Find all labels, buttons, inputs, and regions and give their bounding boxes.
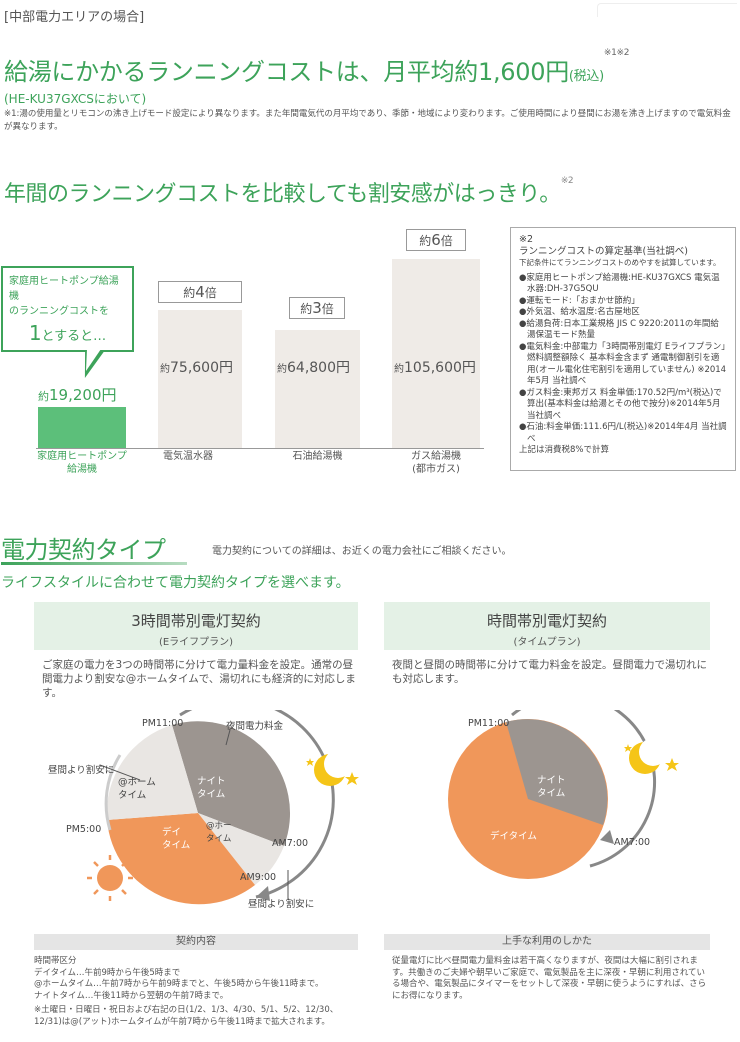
plan-section-subtitle: ライフスタイルに合わせて電力契約タイプを選べます。 xyxy=(1,575,350,591)
footnote-1: ※1:湯の使用量とリモコンの沸き上げモード設定により異なります。また年間電気代の… xyxy=(4,109,731,132)
corner-decoration xyxy=(597,3,737,17)
headline-text: 給湯にかかるランニングコストは、月平均約1,600円 xyxy=(4,58,569,86)
area-tag: [中部電力エリアの場合] xyxy=(4,10,145,25)
bar-gas xyxy=(392,259,480,448)
slice-home1-elife xyxy=(106,725,198,820)
label-cheaper-1: 昼間より割安に xyxy=(48,765,115,776)
plan-title-underline xyxy=(1,562,187,565)
plan-header-elife: 3時間帯別電灯契約 (Eライフプラン) xyxy=(34,602,358,650)
notebox-item: ●外気温、給水温度:名古屋地区 xyxy=(519,307,640,317)
label-cheaper-2: 昼間より割安に xyxy=(248,899,315,910)
usage-tips-bar: 上手な利用のしかた xyxy=(384,934,710,950)
bar-value-oil: 約64,800円 xyxy=(277,360,350,376)
contract-content-bar: 契約内容 xyxy=(34,934,358,950)
plan-section-title: 電力契約タイプ xyxy=(1,536,166,564)
headline: 給湯にかかるランニングコストは、月平均約1,600円(税込) ※1※2 xyxy=(4,48,630,87)
bar-label-electric: 電気温水器 xyxy=(163,451,213,462)
callout-line1: 家庭用ヒートポンプ給湯機 xyxy=(9,276,119,302)
slice-label-day-elife: デイ タイム xyxy=(162,827,191,851)
slice-label-day-time: デイタイム xyxy=(490,831,537,842)
bar-label-oil: 石油給湯機 xyxy=(292,451,343,462)
notebox-sub: 下記条件にてランニングコストのめやすを試算しています。 xyxy=(519,258,721,267)
notebox-ref: ※2 xyxy=(519,234,534,245)
bar-value-heatpump: 約19,200円 xyxy=(38,386,117,404)
label-am9-elife: AM9:00 xyxy=(240,872,277,883)
label-pm11-elife: PM11:00 xyxy=(142,718,184,729)
plan-header-time: 時間帯別電灯契約 (タイムプラン) xyxy=(384,602,710,650)
plan-section-note: 電力契約についての詳細は、お近くの電力会社にご相談ください。 xyxy=(212,546,512,557)
slice-label-night-time: ナイト タイム xyxy=(537,775,566,799)
notebox-item: ●電気料金:中部電力「3時間帯別電灯 Eライフプラン」燃料調整額除く 基本料金含… xyxy=(519,341,727,387)
callout-box: 家庭用ヒートポンプ給湯機 のランニングコストを 1とすると… xyxy=(1,266,134,352)
plan-time-desc: 夜間と昼間の時間帯に分けて電力料金を設定。昼間電力で湯切れにも対応します。 xyxy=(392,659,707,685)
notebox-title: ランニングコストの算定基準(当社調べ) xyxy=(519,245,688,257)
slice-label-night-elife: ナイト タイム xyxy=(197,776,226,800)
plan-time-title: 時間帯別電灯契約 xyxy=(486,612,607,630)
notebox-item: ●運転モード:「おまかせ節約」 xyxy=(519,295,640,306)
label-pm11-time: PM11:00 xyxy=(468,718,510,729)
bar-label-gas: ガス給湯機 (都市ガス) xyxy=(411,451,461,475)
plan-elife-desc: ご家庭の電力を3つの時間帯に分けて電力量料金を設定。通常の昼間電力より割安な@ホ… xyxy=(42,659,356,699)
notebox-footer: 上記は消費税8%で計算 xyxy=(519,445,609,455)
plan-elife-subtitle: (Eライフプラン) xyxy=(158,637,234,648)
label-night-rate: 夜間電力料金 xyxy=(226,721,284,732)
chart-baseline xyxy=(36,448,484,449)
headline-tax: (税込) xyxy=(568,69,604,84)
usage-tips-text: 従量電灯に比べ昼間電力量料金は若干高くなりますが、夜間は大幅に割引されます。共働… xyxy=(392,956,707,1001)
times-electric: 約4倍 xyxy=(158,281,242,303)
callout-rest: とすると… xyxy=(41,329,107,344)
slice-day-elife xyxy=(107,813,255,905)
contract-content-text: 時間帯区分 デイタイム…午前9時から午後5時まで @ホームタイム…午前7時から午… xyxy=(34,956,339,1027)
bar-label-heatpump: 家庭用ヒートポンプ 給湯機 xyxy=(37,451,127,475)
slice-label-home1-elife: @ホーム タイム xyxy=(118,777,156,801)
notebox-item: ●ガス料金:東邦ガス 料金単価:170.52円/m³(税込)で算出(基本料金は給… xyxy=(519,387,722,421)
notebox-list: ●家庭用ヒートポンプ給湯機:HE-KU37GXCS 電気温水器:DH-37G5Q… xyxy=(519,273,727,446)
notebox-item: ●家庭用ヒートポンプ給湯機:HE-KU37GXCS 電気温水器:DH-37G5Q… xyxy=(519,272,720,295)
headline-note-ref: ※1※2 xyxy=(603,48,630,58)
plan-time-subtitle: (タイムプラン) xyxy=(513,637,581,648)
bar-value-electric: 約75,600円 xyxy=(160,360,233,376)
bar-heatpump xyxy=(38,407,126,448)
callout-big: 1 xyxy=(28,321,42,345)
bar-value-gas: 約105,600円 xyxy=(394,360,476,376)
cost-basis-notebox: ※2 ランニングコストの算定基準(当社調べ) 下記条件にてランニングコストのめや… xyxy=(510,227,736,471)
slice-label-home2-elife: @ホー タイム xyxy=(206,821,232,844)
label-am7-time: AM7:00 xyxy=(614,837,651,848)
bar-electric xyxy=(158,310,242,448)
slice-home2-elife xyxy=(198,813,284,885)
times-oil: 約3倍 xyxy=(289,297,345,319)
model-note: (HE-KU37GXCSにおいて) xyxy=(4,92,147,106)
times-gas: 約6倍 xyxy=(406,229,466,251)
label-pm5-elife: PM5:00 xyxy=(66,824,102,835)
callout-line2: のランニングコストを xyxy=(9,306,109,317)
compare-note-ref: ※2 xyxy=(560,176,574,186)
notebox-item: ●石油:料金単価:111.6円/L(税込)※2014年4月 当社調べ xyxy=(519,422,727,444)
clock-time xyxy=(448,710,679,879)
compare-heading: 年間のランニングコストを比較しても割安感がはっきり。※2 xyxy=(4,176,574,208)
clock-elife xyxy=(87,710,359,905)
bar-oil xyxy=(275,330,360,448)
notebox-item: ●給湯負荷:日本工業規格 JIS C 9220:2011の年間給湯保温モード熱量 xyxy=(519,318,719,341)
label-am7-elife: AM7:00 xyxy=(272,838,309,849)
slice-night-time xyxy=(506,719,608,825)
compare-heading-text: 年間のランニングコストを比較しても割安感がはっきり。 xyxy=(4,182,561,207)
slice-night-elife xyxy=(172,721,291,846)
plan-elife-title: 3時間帯別電灯契約 xyxy=(131,612,261,630)
